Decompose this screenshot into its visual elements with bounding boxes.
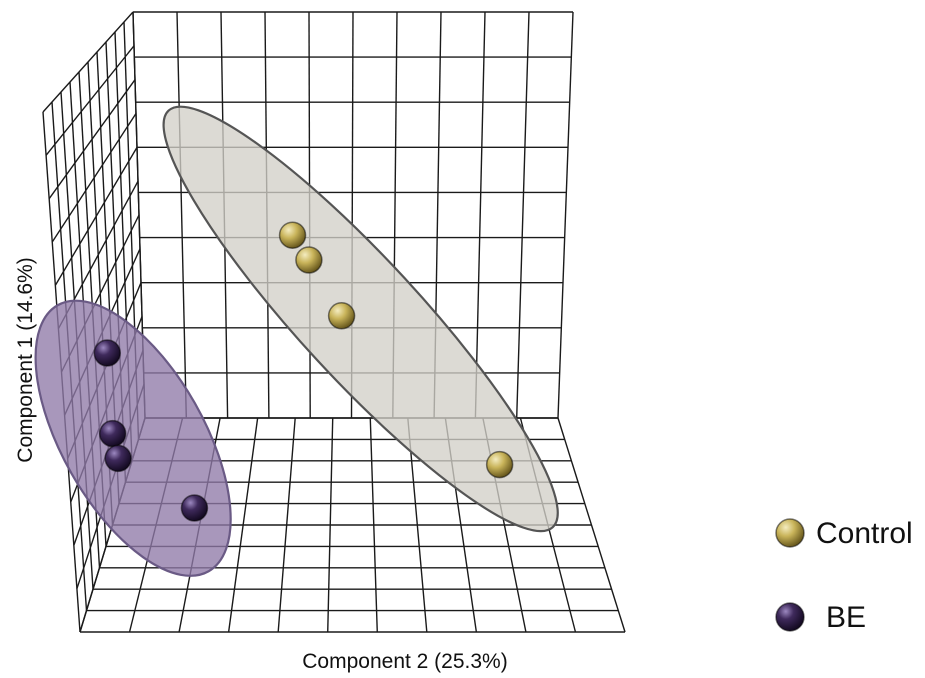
legend: Control BE	[775, 517, 913, 634]
y-axis-label: Component 1 (14.6%)	[14, 257, 37, 462]
grid-line	[48, 79, 136, 200]
data-point-be	[93, 339, 121, 367]
grid-line	[176, 11, 187, 419]
data-point-control	[485, 450, 514, 479]
grid-line	[51, 113, 137, 243]
grid-line	[54, 146, 138, 286]
data-point-be	[104, 444, 132, 473]
x-axis-label: Component 2 (25.3%)	[302, 650, 507, 673]
grid-line	[474, 11, 486, 419]
cluster-ellipse-be	[34, 299, 232, 577]
data-point-control	[295, 246, 323, 274]
grid-line	[45, 45, 135, 156]
grid-line	[42, 11, 134, 113]
data-point-be	[180, 494, 209, 522]
data-point-control	[278, 221, 307, 249]
legend-marker-be	[775, 602, 805, 632]
grid-line	[516, 11, 530, 419]
legend-label-control: Control	[816, 517, 913, 550]
cluster-ellipse-control	[162, 105, 559, 533]
data-point-control	[327, 302, 356, 330]
grid-line	[557, 11, 574, 419]
legend-label-be: BE	[826, 601, 866, 634]
legend-marker-control	[775, 518, 805, 548]
data-points	[93, 221, 514, 522]
data-point-be	[98, 419, 127, 448]
